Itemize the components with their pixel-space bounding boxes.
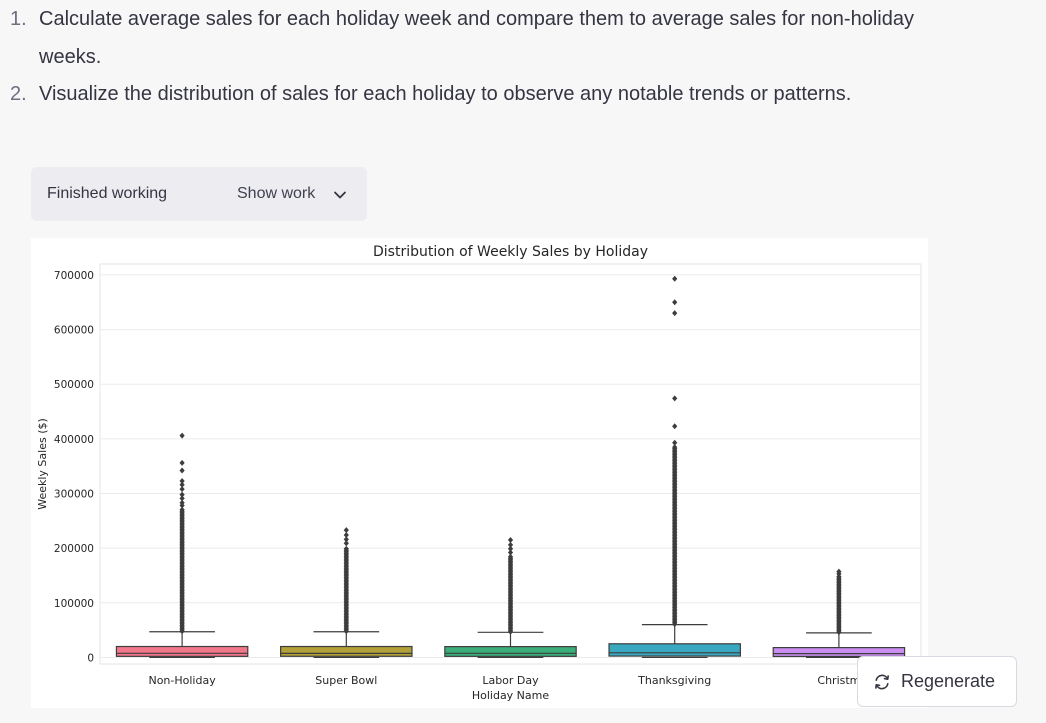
y-tick-label: 0: [87, 652, 94, 664]
outlier-point: [179, 506, 185, 513]
x-tick-label: Non-Holiday: [148, 674, 216, 687]
outlier-point: [672, 275, 678, 282]
box-non-holiday: [115, 432, 249, 659]
y-tick-label: 500000: [54, 379, 94, 391]
outlier-point: [179, 486, 185, 493]
outlier-point: [672, 310, 678, 317]
y-tick-label: 700000: [54, 270, 94, 282]
outlier-point: [672, 423, 678, 430]
outlier-point: [343, 527, 349, 534]
outlier-point: [507, 553, 514, 560]
step-number: 2.: [10, 83, 27, 105]
outlier-point: [507, 536, 514, 543]
regenerate-label: Regenerate: [901, 671, 996, 691]
outlier-point: [836, 568, 842, 575]
outlier-point: [343, 540, 349, 547]
outlier-point: [343, 532, 349, 539]
y-tick-label: 300000: [54, 489, 94, 501]
outlier-point: [179, 495, 185, 502]
outlier-point: [507, 541, 514, 548]
step-text: Visualize the distribution of sales for …: [39, 83, 852, 105]
outlier-point: [179, 459, 185, 466]
chart-title: Distribution of Weekly Sales by Holiday: [373, 244, 648, 260]
outlier-point: [507, 549, 514, 556]
outlier-point: [507, 545, 514, 552]
outlier-point: [672, 299, 678, 306]
x-axis-label: Holiday Name: [472, 689, 550, 702]
show-work-label: Show work: [237, 185, 316, 202]
y-tick-label: 200000: [54, 543, 94, 555]
work-status-label: Finished working: [47, 185, 168, 202]
iqr-box: [772, 647, 906, 658]
outlier-point: [672, 444, 678, 451]
box-super-bowl: [280, 527, 413, 659]
work-status-panel: Finished working Show work: [31, 167, 367, 221]
outlier-point: [179, 491, 185, 498]
regenerate-button[interactable]: Regenerate: [857, 656, 1017, 707]
show-work-button[interactable]: Show work: [237, 185, 346, 203]
step-text: Calculate average sales for each holiday…: [39, 8, 914, 68]
outlier-point: [179, 477, 185, 484]
iqr-box: [115, 645, 249, 657]
y-axis-label: Weekly Sales ($): [36, 418, 49, 510]
boxplot-chart: 0 100000 200000 300000 400000 500000 600000 700…: [31, 238, 928, 708]
step-number: 1.: [10, 8, 27, 30]
refresh-icon: [875, 674, 889, 690]
x-tick-label: Christm: [817, 674, 860, 687]
iqr-box: [280, 645, 413, 657]
iqr-box: [608, 643, 741, 657]
x-tick-label: Labor Day: [482, 674, 539, 687]
x-tick-label: Super Bowl: [315, 674, 377, 687]
outlier-point: [343, 545, 349, 552]
y-tick-label: 100000: [54, 598, 94, 610]
box-labor-day: [444, 536, 577, 659]
outlier-point: [179, 432, 185, 439]
box-christmas: [772, 568, 906, 659]
y-tick-label: 400000: [54, 434, 94, 446]
outlier-point: [179, 467, 185, 474]
y-tick-label: 600000: [54, 325, 94, 337]
box-thanksgiving: [608, 275, 741, 659]
outlier-point: [672, 439, 678, 446]
outlier-point: [672, 395, 678, 402]
outlier-point: [179, 499, 185, 506]
outlier-point: [179, 481, 185, 488]
x-tick-label: Thanksgiving: [637, 674, 711, 687]
boxplot-svg: 0 100000 200000 300000 400000 500000 600000 700…: [36, 244, 922, 702]
iqr-box: [444, 646, 577, 657]
chevron-down-icon: [334, 191, 346, 199]
outlier-point: [343, 536, 349, 543]
